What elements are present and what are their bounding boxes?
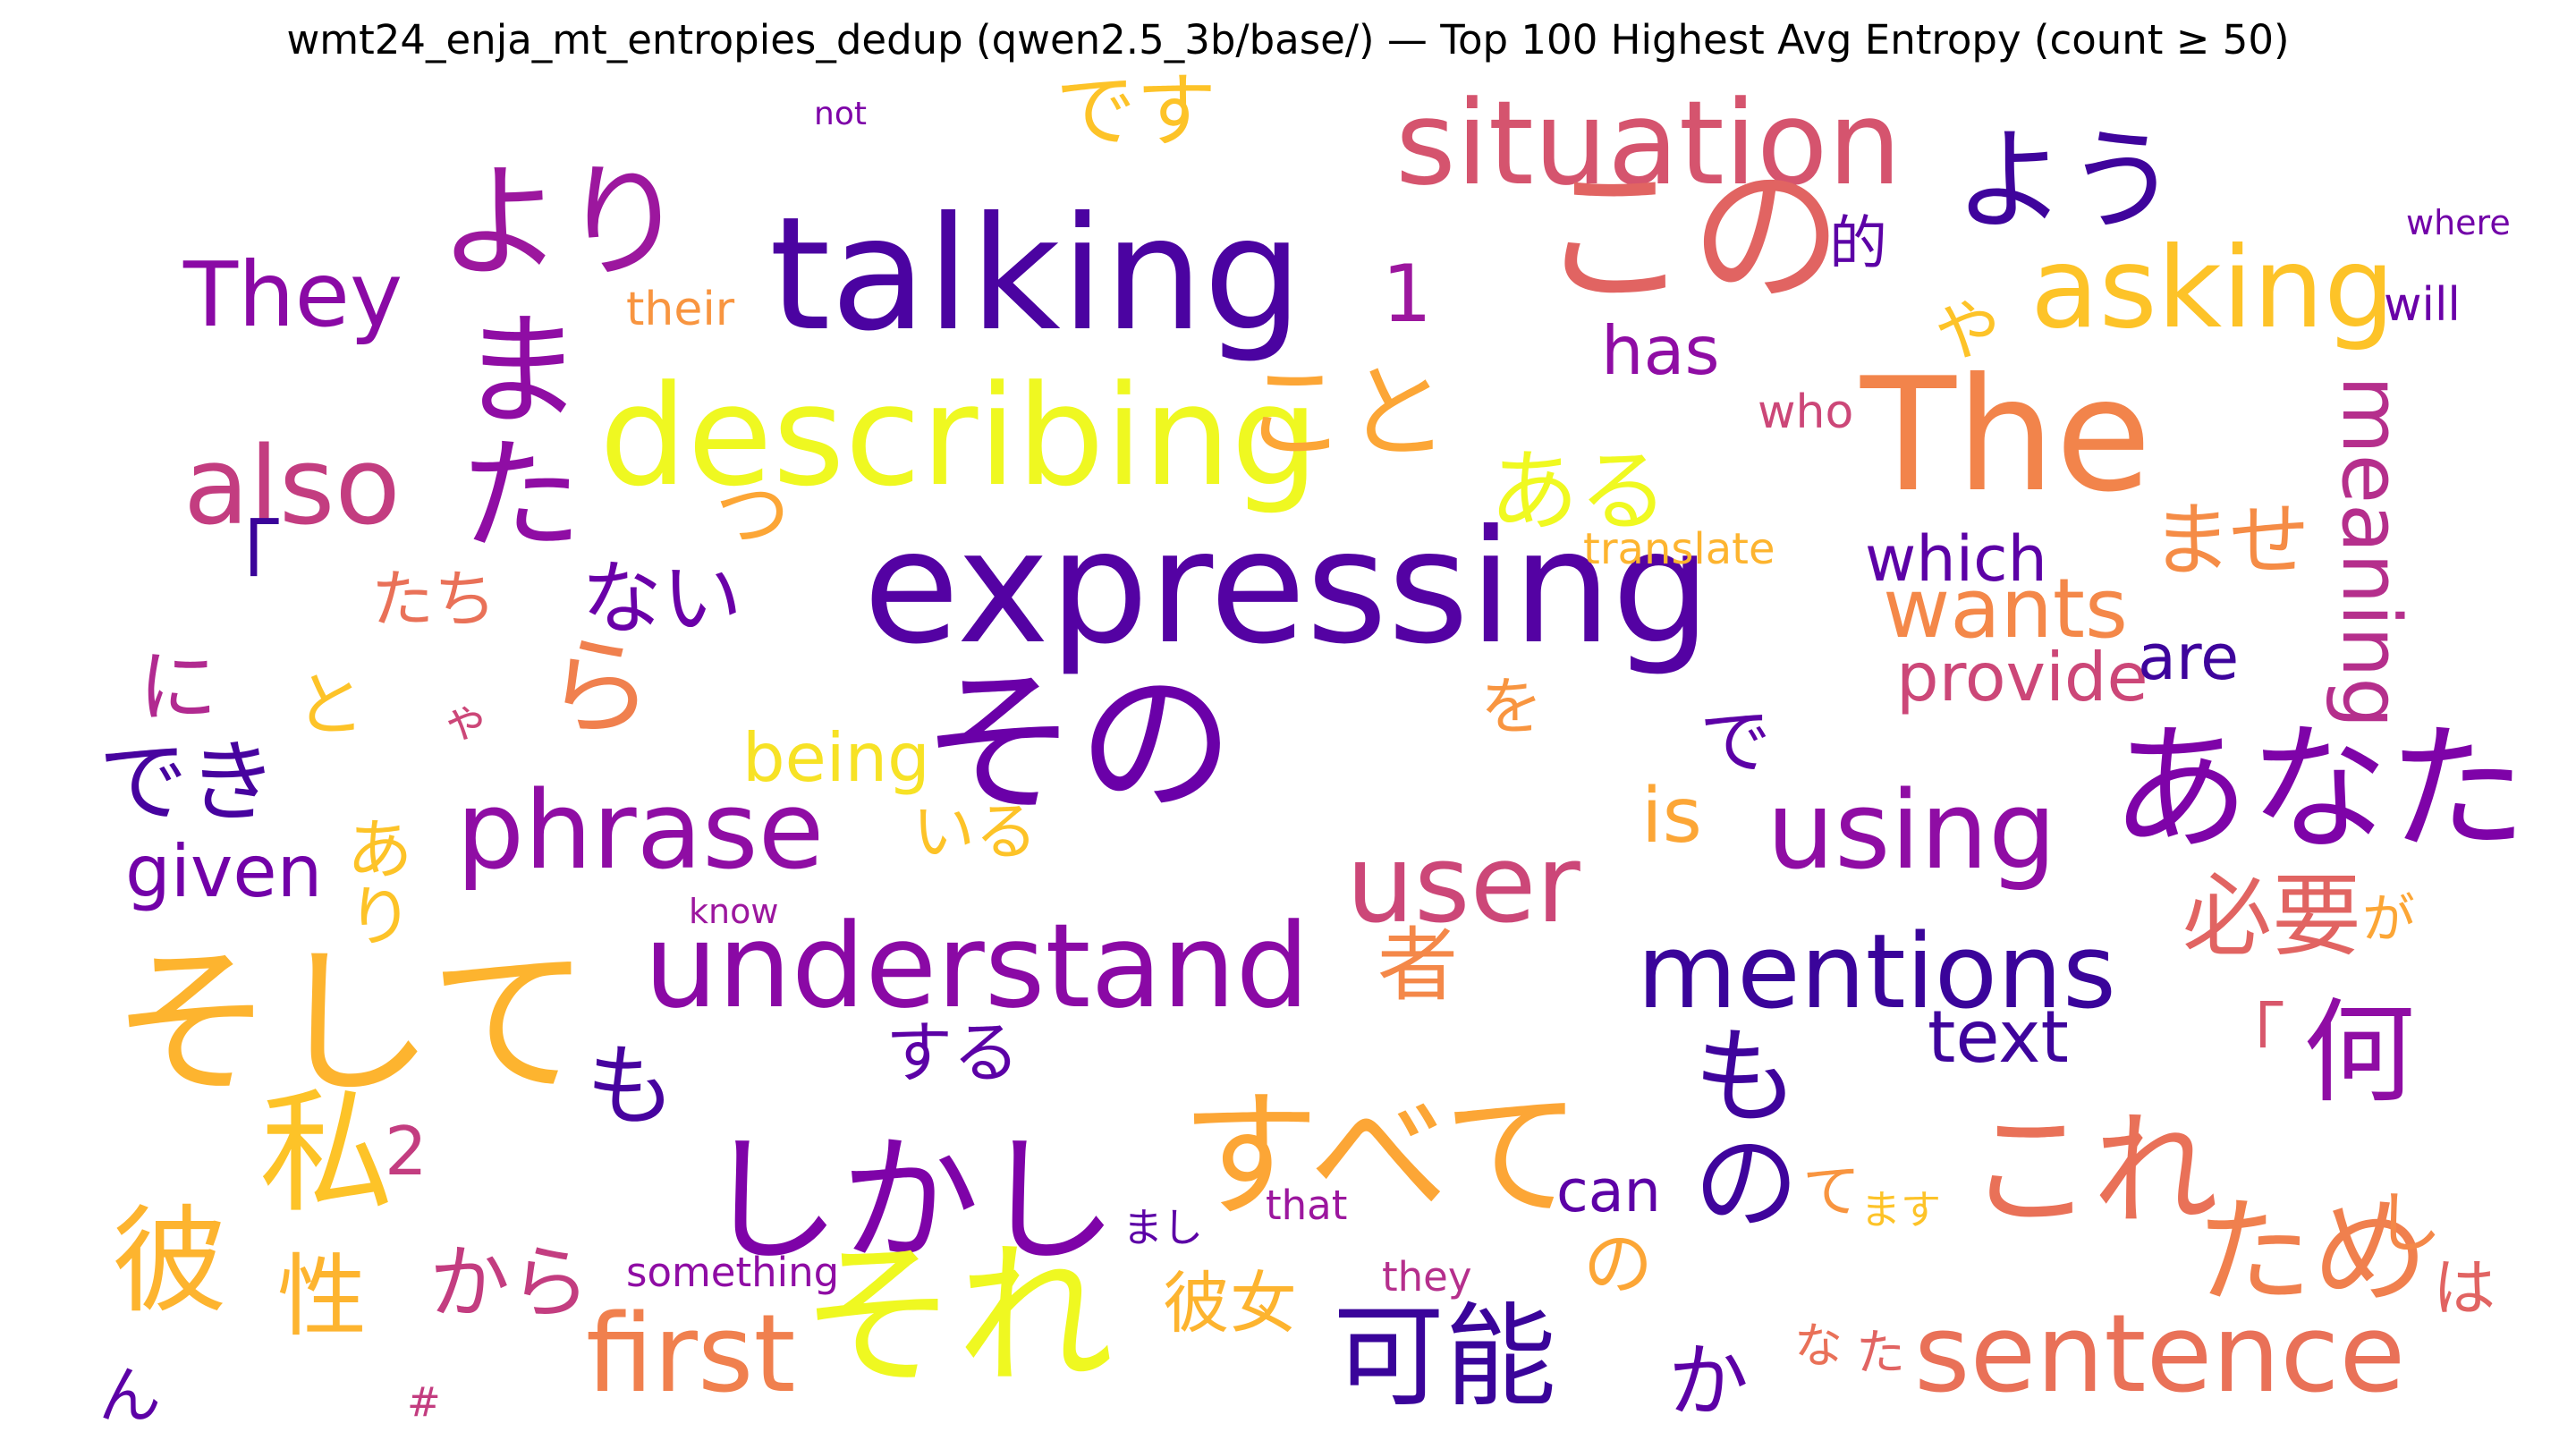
- cloud-word: also: [183, 425, 401, 549]
- cloud-word: know: [689, 892, 779, 931]
- cloud-word: 「: [192, 511, 282, 615]
- cloud-word: is: [1641, 772, 1702, 860]
- cloud-word: being: [742, 718, 930, 797]
- cloud-word: 彼: [112, 1193, 229, 1329]
- cloud-word: 者: [1377, 919, 1458, 1013]
- cloud-word: using: [1767, 769, 2057, 894]
- cloud-word: しかし: [702, 1120, 1118, 1282]
- cloud-word: #: [407, 1378, 441, 1426]
- cloud-word: も: [586, 1034, 675, 1139]
- cloud-word: ます: [1860, 1186, 1942, 1233]
- cloud-word: あなた: [2111, 708, 2527, 870]
- cloud-word: その: [921, 654, 1234, 835]
- cloud-word: text: [1928, 996, 2069, 1079]
- cloud-word: まし: [1123, 1204, 1204, 1251]
- cloud-word: つ: [700, 474, 789, 550]
- cloud-word: situation: [1395, 75, 1902, 211]
- cloud-word: given: [125, 830, 323, 913]
- cloud-word: が: [2352, 890, 2415, 944]
- cloud-word: ない: [581, 552, 742, 646]
- cloud-word: より: [438, 150, 687, 296]
- cloud-word: that: [1266, 1182, 1348, 1229]
- cloud-word: not: [814, 96, 867, 132]
- cloud-word: ん: [98, 1359, 161, 1432]
- cloud-word: し: [2375, 1183, 2443, 1262]
- cloud-word: よう: [1954, 116, 2178, 246]
- cloud-word: ら: [546, 626, 653, 750]
- cloud-word: もの: [1674, 1020, 1798, 1234]
- cloud-word: they: [1382, 1253, 1472, 1301]
- cloud-word: は: [2433, 1251, 2496, 1325]
- cloud-word: wants: [1883, 561, 2128, 657]
- cloud-word: の: [1583, 1224, 1654, 1305]
- cloud-word: can: [1556, 1158, 1661, 1225]
- cloud-word: 私: [259, 1076, 394, 1232]
- cloud-word: ある: [1489, 439, 1668, 544]
- cloud-word: phrase: [456, 769, 825, 894]
- cloud-word: asking: [2030, 224, 2395, 353]
- cloud-word: first: [586, 1292, 796, 1417]
- cloud-word: sentence: [1914, 1292, 2406, 1417]
- cloud-word: mentions: [1637, 912, 2116, 1032]
- cloud-word: They: [183, 242, 403, 347]
- cloud-word: 的: [1829, 210, 1888, 277]
- cloud-word: それ: [801, 1226, 1114, 1408]
- cloud-word: 、: [1257, 1275, 1298, 1323]
- cloud-word: あり: [335, 814, 413, 948]
- cloud-word: describing: [599, 355, 1319, 517]
- cloud-word: their: [626, 283, 735, 336]
- cloud-word: か: [1668, 1335, 1749, 1428]
- cloud-word: which: [1865, 522, 2047, 596]
- cloud-word: また: [437, 304, 583, 555]
- cloud-word: に: [123, 644, 217, 724]
- cloud-word: understand: [644, 898, 1310, 1034]
- cloud-word: ゃ: [443, 694, 490, 748]
- cloud-word: すべて: [1181, 1075, 1581, 1237]
- cloud-word: user: [1346, 823, 1580, 947]
- cloud-word: たち: [371, 563, 496, 636]
- cloud-word: な: [1785, 1319, 1843, 1368]
- cloud-word: この: [1538, 148, 1843, 326]
- cloud-word: expressing: [863, 497, 1711, 679]
- cloud-word: で: [1699, 700, 1771, 784]
- cloud-word: いる: [912, 795, 1038, 869]
- cloud-word: と: [295, 665, 366, 746]
- cloud-word: そして: [112, 930, 590, 1117]
- cloud-word: する: [886, 1013, 1021, 1092]
- cloud-word: 性: [277, 1244, 367, 1349]
- cloud-word: translate: [1583, 524, 1775, 574]
- cloud-word: た: [1856, 1324, 1906, 1381]
- cloud-word: を: [1480, 670, 1543, 743]
- cloud-word: ため: [2196, 1184, 2429, 1320]
- cloud-word: has: [1601, 311, 1720, 390]
- cloud-word: provide: [1896, 638, 2148, 716]
- cloud-word: where: [2406, 203, 2511, 242]
- cloud-word: でき: [98, 730, 277, 835]
- cloud-word: 何: [2303, 988, 2415, 1118]
- cloud-word: 彼女: [1163, 1264, 1298, 1343]
- figure-title: wmt24_enja_mt_entropies_dedup (qwen2.5_3…: [286, 16, 2290, 64]
- cloud-word: meaning: [2324, 376, 2418, 729]
- cloud-word: ませ: [2151, 494, 2310, 588]
- cloud-word: talking: [769, 184, 1303, 366]
- cloud-word: 「: [2214, 996, 2285, 1079]
- cloud-word: です: [1055, 64, 1216, 158]
- cloud-word: 可能: [1333, 1292, 1556, 1422]
- cloud-word: 必要: [2182, 864, 2361, 969]
- cloud-word: will: [2384, 278, 2461, 332]
- cloud-word: て: [1802, 1158, 1861, 1225]
- cloud-word: これ: [1968, 1098, 2219, 1244]
- cloud-word: something: [626, 1249, 840, 1296]
- cloud-word: 2: [385, 1112, 428, 1191]
- cloud-word: から: [429, 1236, 590, 1330]
- cloud-word: are: [2138, 621, 2240, 694]
- cloud-word: 1: [1382, 248, 1432, 340]
- cloud-word: や: [1922, 295, 2001, 362]
- cloud-word: who: [1758, 386, 1854, 439]
- cloud-word: The: [1860, 345, 2152, 527]
- cloud-word: こと: [1243, 353, 1450, 473]
